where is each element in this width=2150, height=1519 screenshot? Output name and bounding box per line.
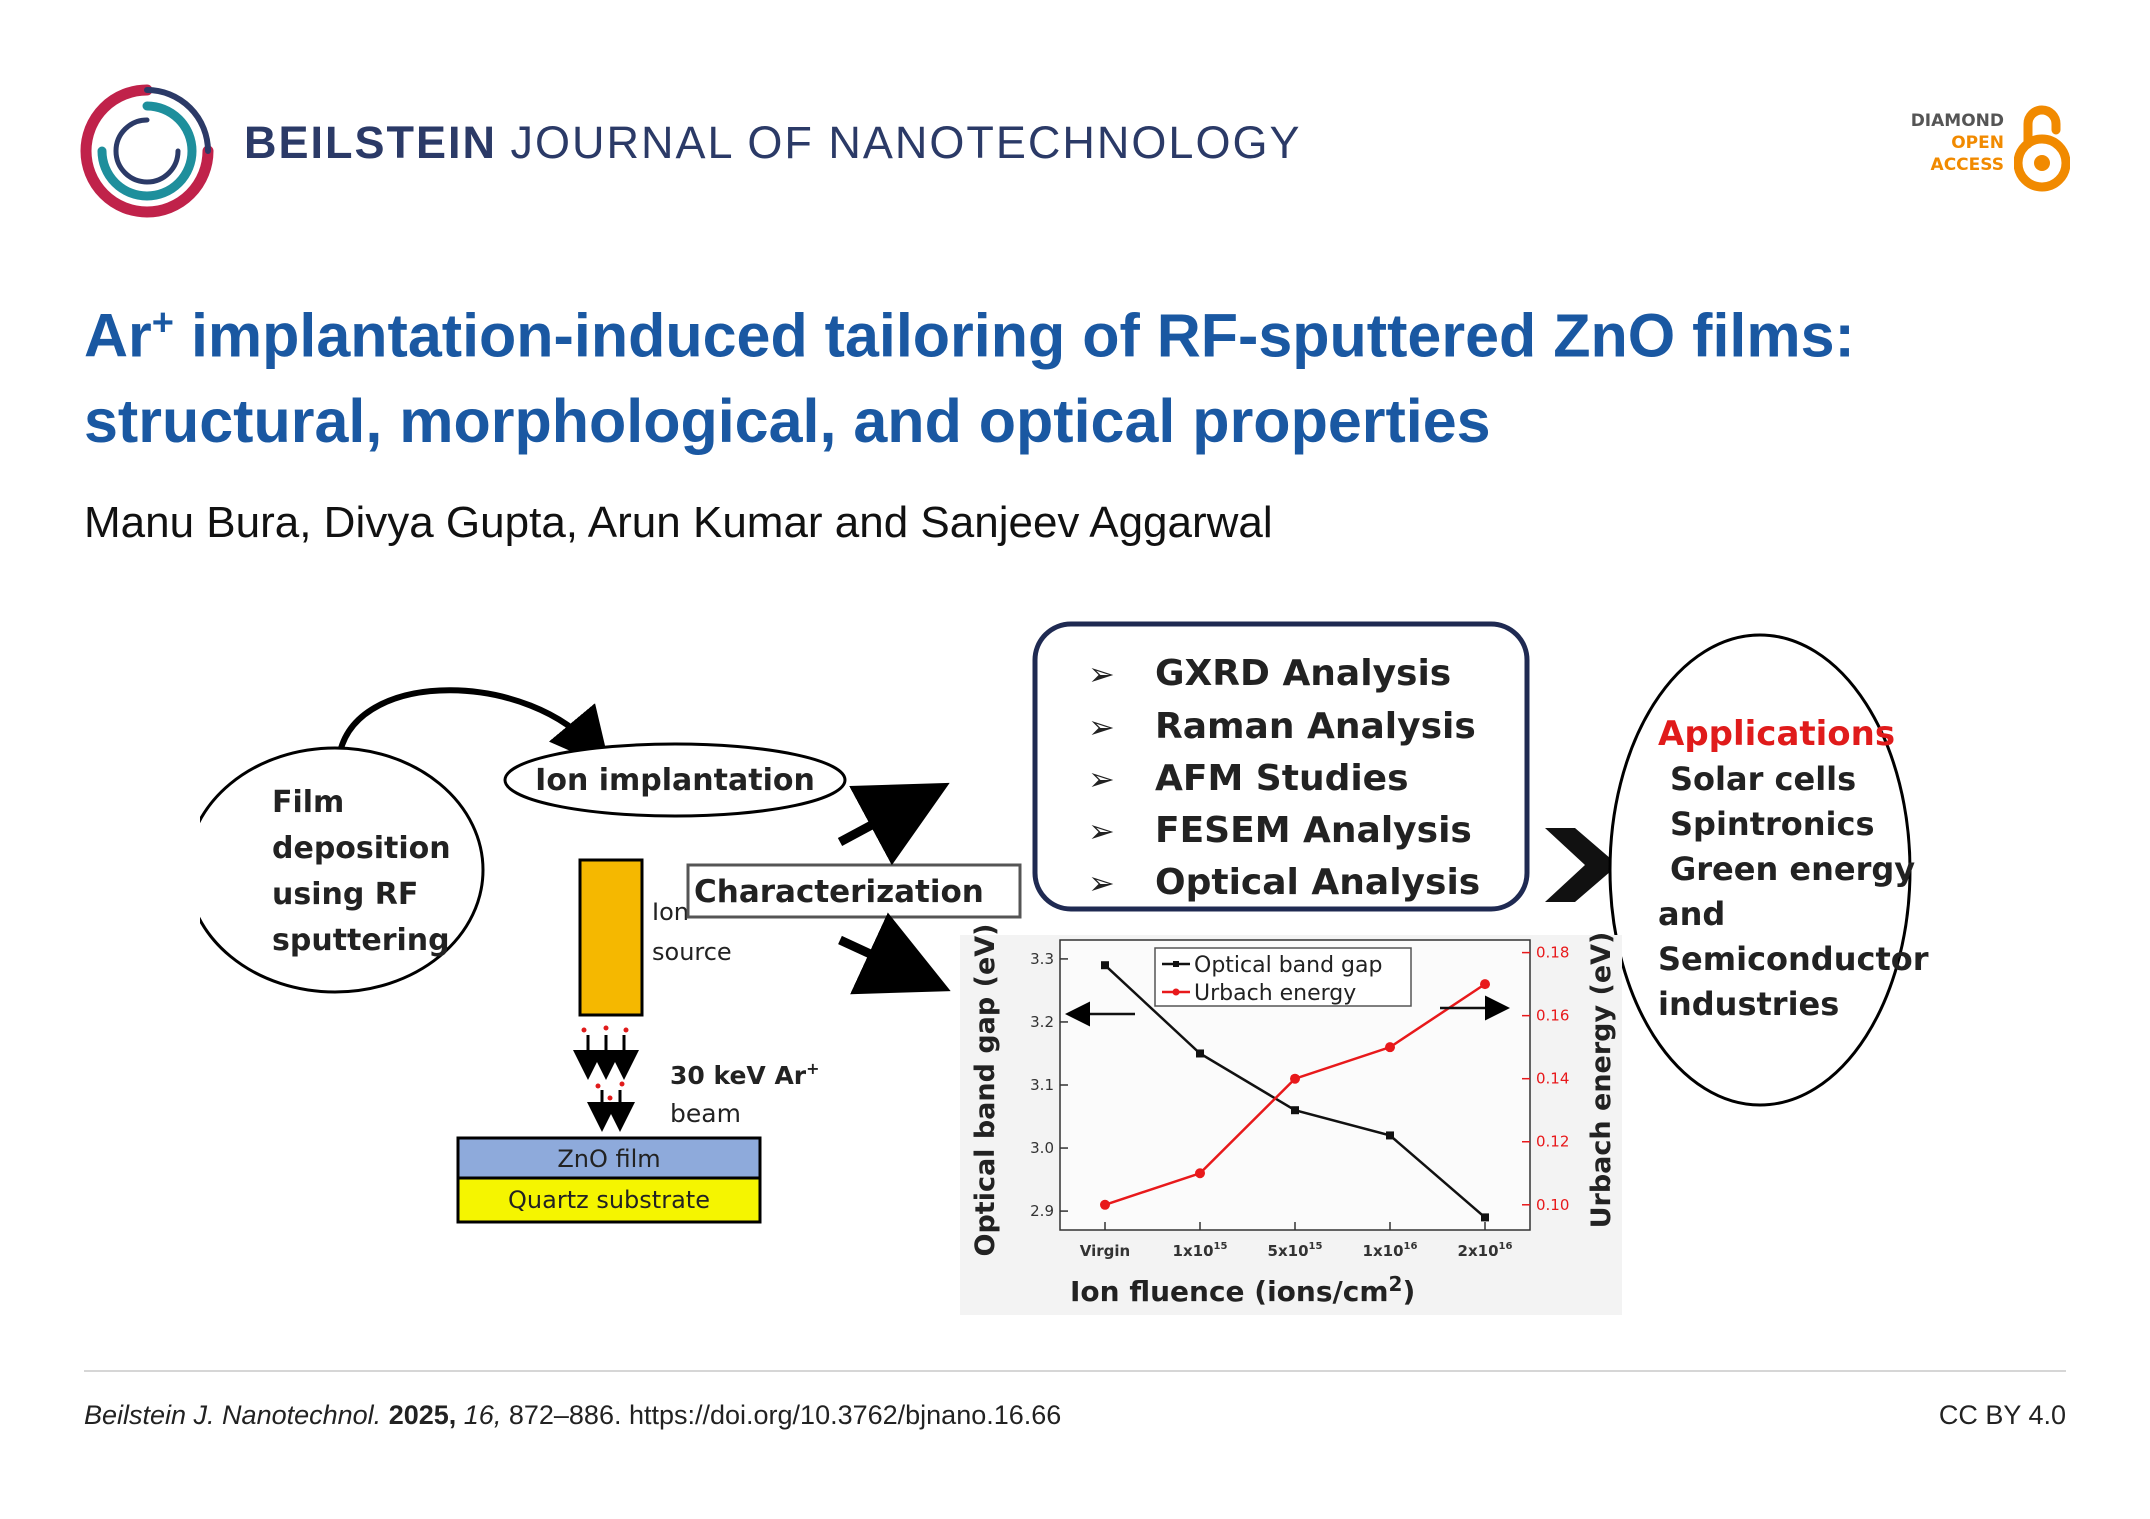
- badge-line-access: ACCESS: [1930, 155, 2004, 175]
- film-deposition-line-3: using RF: [272, 877, 418, 912]
- arrow-to-chart-icon: [838, 912, 951, 995]
- open-access-badge: DIAMOND OPEN ACCESS: [1880, 100, 2070, 195]
- citation-journal: Beilstein J. Nanotechnol.: [84, 1400, 382, 1430]
- journal-name-rest: JOURNAL OF NANOTECHNOLOGY: [510, 117, 1302, 168]
- title-ar: Ar: [84, 301, 152, 370]
- ion-source-block: [578, 858, 644, 1017]
- data-point-urbach: [1290, 1073, 1300, 1084]
- zno-film-label: ZnO film: [557, 1145, 660, 1173]
- film-deposition-line-4: sputtering: [272, 923, 450, 958]
- film-deposition-ellipse: [200, 746, 485, 994]
- applications-ellipse: [1608, 633, 1912, 1107]
- y-axis-left-label: Optical band gap (eV): [970, 924, 1001, 1257]
- license-label: CC BY 4.0: [1938, 1400, 2066, 1430]
- analysis-bullet-5: ➢: [1088, 864, 1115, 902]
- optical-chart: 2.9 3.0 3.1 3.2 3.3 0.10 0.12 0.14 0.16 0.18 Virgi…: [960, 924, 1622, 1315]
- analysis-item-raman: Raman Analysis: [1155, 706, 1476, 747]
- analysis-item-optical: Optical Analysis: [1155, 862, 1480, 903]
- application-and: and: [1658, 895, 1725, 933]
- characterization-label: Characterization: [694, 874, 984, 910]
- analysis-bullet-1: ➢: [1088, 655, 1115, 693]
- analysis-item-gxrd: GXRD Analysis: [1155, 653, 1451, 694]
- graphical-abstract: Film deposition using RF sputtering Ion …: [200, 621, 1929, 1315]
- y-left-tick-label: 3.3: [1030, 950, 1054, 968]
- y-left-tick-label: 3.0: [1030, 1139, 1054, 1157]
- data-point-band-gap: [1481, 1213, 1489, 1222]
- citation-year: 2025,: [388, 1400, 457, 1430]
- y-axis-right-label: Urbach energy (eV): [1586, 932, 1617, 1229]
- y-left-tick-label: 3.2: [1030, 1013, 1054, 1031]
- legend-band-gap-label: Optical band gap: [1194, 953, 1382, 978]
- citation-volume: 16,: [463, 1400, 502, 1430]
- ion-implantation-label: Ion implantation: [535, 763, 815, 798]
- data-point-band-gap: [1101, 961, 1109, 970]
- author-list: Manu Bura, Divya Gupta, Arun Kumar and S…: [84, 498, 1273, 547]
- analysis-box: [1032, 621, 1530, 912]
- y-right-tick-label: 0.16: [1536, 1007, 1569, 1025]
- paper-title: Ar+ implantation-induced tailoring of RF…: [84, 280, 2074, 464]
- analysis-item-fesem: FESEM Analysis: [1155, 810, 1472, 851]
- application-spintronics: Spintronics: [1670, 805, 1875, 843]
- badge-line-open: OPEN: [1951, 133, 2004, 153]
- ion-source-label-1: Ion: [652, 898, 689, 926]
- y-right-tick-label: 0.18: [1536, 944, 1569, 962]
- data-point-band-gap: [1386, 1131, 1394, 1140]
- application-semiconductor: Semiconductor: [1658, 940, 1929, 978]
- journal-name: BEILSTEIN JOURNAL OF NANOTECHNOLOGY: [244, 117, 1301, 169]
- title-main: implantation-induced tailoring of RF-spu…: [84, 301, 1855, 456]
- quartz-substrate-layer: [456, 1176, 762, 1224]
- y-right-tick-label: 0.12: [1536, 1133, 1569, 1151]
- film-deposition-line-2: deposition: [272, 831, 451, 866]
- applications-title: Applications: [1658, 714, 1895, 754]
- data-point-urbach: [1480, 979, 1490, 990]
- film-deposition-line-1: Film: [272, 785, 344, 820]
- y-left-tick-label: 3.1: [1030, 1076, 1054, 1094]
- y-right-tick-label: 0.10: [1536, 1196, 1569, 1214]
- curved-arrow-icon: [337, 687, 611, 769]
- ion-implantation-ellipse: [503, 742, 847, 818]
- data-point-urbach: [1385, 1042, 1395, 1053]
- badge-line-diamond: DIAMOND: [1910, 111, 2004, 131]
- data-point-urbach: [1100, 1199, 1110, 1210]
- y-right-tick-label: 0.14: [1536, 1070, 1569, 1088]
- journal-logo-icon: [80, 84, 214, 218]
- application-green-energy: Green energy: [1670, 850, 1915, 888]
- journal-name-bold: BEILSTEIN: [244, 117, 498, 168]
- analysis-bullet-4: ➢: [1088, 812, 1115, 850]
- analysis-bullet-2: ➢: [1088, 708, 1115, 746]
- footer-divider: [84, 1370, 2066, 1372]
- ion-beam-arrows: [573, 1035, 639, 1132]
- legend-urbach-marker: [1172, 988, 1180, 996]
- beam-label-2: beam: [670, 1099, 741, 1128]
- chart-legend: [1154, 947, 1412, 1007]
- analysis-bullet-3: ➢: [1088, 760, 1115, 798]
- beam-label-1: 30 keV Ar+: [670, 1059, 820, 1090]
- title-superscript: +: [151, 302, 174, 344]
- legend-urbach-label: Urbach energy: [1194, 981, 1356, 1006]
- application-industries: industries: [1658, 985, 1839, 1023]
- chevron-right-icon: [1545, 828, 1618, 902]
- analysis-item-afm: AFM Studies: [1155, 758, 1409, 799]
- ion-source-label-2: source: [652, 938, 732, 966]
- ion-dots: [581, 1025, 629, 1101]
- arrow-to-analysis-icon: [837, 782, 950, 866]
- y-left-tick-label: 2.9: [1030, 1202, 1054, 1220]
- open-access-lock-icon: [2014, 105, 2070, 192]
- legend-band-gap-marker: [1173, 961, 1179, 967]
- data-point-band-gap: [1196, 1049, 1204, 1058]
- x-tick-label: Virgin: [1080, 1242, 1130, 1260]
- data-point-band-gap: [1291, 1106, 1299, 1115]
- x-axis-label: Ion fluence (ions/cm2): [1070, 1272, 1415, 1308]
- application-solar-cells: Solar cells: [1670, 760, 1856, 798]
- quartz-substrate-label: Quartz substrate: [508, 1186, 710, 1214]
- data-point-urbach: [1195, 1168, 1205, 1179]
- citation-doi-link[interactable]: 872–886. https://doi.org/10.3762/bjnano.…: [508, 1400, 1062, 1430]
- citation: Beilstein J. Nanotechnol. 2025, 16, 872–…: [84, 1400, 1061, 1431]
